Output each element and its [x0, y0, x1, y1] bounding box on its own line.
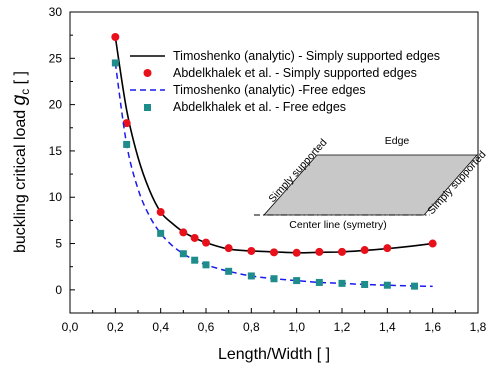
- x-tick-label: 0,6: [198, 320, 215, 334]
- y-tick-label: 15: [49, 144, 63, 158]
- plate-inset-diagram: Edge Simply supported Simply supported C…: [254, 135, 489, 231]
- x-tick-label: 0,2: [107, 320, 124, 334]
- y-tick-label: 5: [55, 237, 62, 251]
- plate-shape: [263, 154, 478, 216]
- data-point-abdelkhalek-simply-supported: [224, 244, 233, 253]
- data-point-abdelkhalek-simply-supported: [156, 208, 165, 217]
- y-axis: 0 5 10 15 20 25 30: [49, 5, 75, 297]
- inset-bottom-label: Center line (symetry): [289, 219, 386, 231]
- data-point-abdelkhalek-free: [225, 267, 233, 275]
- legend-label-timoshenko-ss: Timoshenko (analytic) - Simply supported…: [173, 49, 440, 63]
- data-point-abdelkhalek-free: [202, 261, 210, 269]
- data-point-abdelkhalek-free: [293, 277, 301, 285]
- y-axis-title-unit: [ ]: [12, 71, 29, 89]
- x-tick-label: 0,4: [152, 320, 169, 334]
- data-point-abdelkhalek-free: [338, 279, 346, 287]
- y-tick-label: 10: [49, 190, 63, 204]
- data-point-abdelkhalek-simply-supported: [111, 33, 120, 42]
- data-point-abdelkhalek-simply-supported: [202, 238, 210, 247]
- data-point-abdelkhalek-free: [179, 250, 187, 258]
- data-point-abdelkhalek-free: [123, 140, 131, 148]
- y-tick-label: 20: [49, 98, 63, 112]
- legend-label-abdelkhalek-ss: Abdelkhalek et al. - Simply supported ed…: [173, 66, 417, 80]
- data-point-abdelkhalek-simply-supported: [122, 119, 131, 128]
- x-tick-label: 0,0: [62, 320, 79, 334]
- legend: Timoshenko (analytic) - Simply supported…: [130, 49, 440, 114]
- data-point-abdelkhalek-simply-supported: [270, 248, 278, 257]
- data-point-abdelkhalek-free: [191, 256, 199, 264]
- y-tick-label: 30: [49, 5, 63, 19]
- data-point-abdelkhalek-free: [247, 272, 255, 280]
- inset-edge-label: Edge: [385, 135, 410, 147]
- data-point-abdelkhalek-free: [383, 281, 391, 289]
- data-point-abdelkhalek-simply-supported: [338, 247, 346, 256]
- legend-swatch-abdelkhalek-ss: [143, 69, 152, 77]
- data-point-abdelkhalek-free: [315, 278, 323, 286]
- x-axis: 0,0 0,2 0,4 0,6 0,8 1,0 1,2 1,4 1,6 1,8: [62, 308, 487, 334]
- x-tick-label: 1,2: [334, 320, 351, 334]
- data-point-abdelkhalek-free: [361, 280, 369, 288]
- series-layer: [111, 33, 437, 290]
- data-point-abdelkhalek-free: [111, 59, 119, 67]
- legend-label-abdelkhalek-free: Abdelkhalek et al. - Free edges: [173, 100, 346, 114]
- x-tick-label: 1,0: [288, 320, 305, 334]
- data-point-abdelkhalek-simply-supported: [315, 247, 324, 256]
- data-point-abdelkhalek-simply-supported: [383, 244, 392, 253]
- data-point-abdelkhalek-simply-supported: [179, 228, 188, 237]
- y-axis-title-text: buckling critical load: [12, 105, 29, 253]
- data-point-abdelkhalek-simply-supported: [360, 246, 369, 255]
- y-tick-label: 25: [49, 51, 63, 65]
- legend-label-timoshenko-free: Timoshenko (analytic) -Free edges: [173, 83, 366, 97]
- data-point-abdelkhalek-simply-supported: [292, 248, 301, 257]
- x-tick-label: 0,8: [243, 320, 260, 334]
- data-point-abdelkhalek-simply-supported: [247, 246, 256, 255]
- y-axis-title-symbol: g: [9, 94, 30, 105]
- legend-swatch-abdelkhalek-free: [144, 104, 151, 111]
- y-axis-title: buckling critical load gc [ ]: [9, 71, 32, 253]
- x-tick-label: 1,8: [470, 320, 487, 334]
- y-axis-title-subscript: c: [18, 89, 32, 95]
- data-point-abdelkhalek-simply-supported: [428, 239, 437, 248]
- x-axis-title: Length/Width [ ]: [218, 346, 330, 363]
- data-point-abdelkhalek-free: [411, 282, 419, 290]
- y-tick-label: 0: [55, 283, 62, 297]
- x-tick-label: 1,4: [379, 320, 396, 334]
- data-point-abdelkhalek-free: [157, 229, 165, 237]
- data-point-abdelkhalek-simply-supported: [190, 233, 199, 242]
- data-point-abdelkhalek-free: [270, 275, 278, 283]
- x-tick-label: 1,6: [424, 320, 441, 334]
